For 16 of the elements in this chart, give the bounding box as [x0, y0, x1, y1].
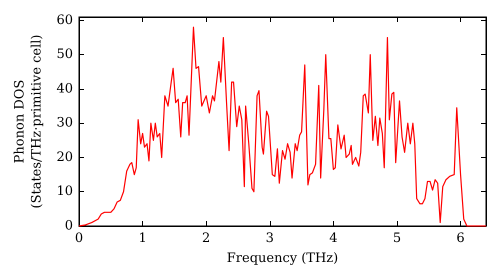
x-tick-label: 2 [202, 231, 210, 246]
y-tick-label: 20 [56, 150, 73, 165]
y-tick-label: 50 [56, 47, 73, 62]
x-tick-label: 6 [456, 231, 465, 246]
x-tick-label: 5 [392, 231, 402, 246]
y-tick-label: 30 [56, 116, 73, 131]
y-tick-label: 60 [56, 12, 73, 28]
y-tick-label: 0 [64, 218, 73, 234]
x-tick-label: 0 [74, 231, 84, 246]
x-axis-title: Frequency (THz) [226, 251, 338, 266]
y-axis-title: Phonon DOS (States/THz·primitive cell) [12, 34, 45, 209]
x-tick-label: 1 [138, 231, 147, 246]
x-tick-label: 3 [266, 231, 274, 246]
y-tick-label: 10 [56, 184, 73, 200]
y-tick-label: 40 [56, 81, 73, 96]
x-tick-label: 4 [329, 231, 338, 246]
